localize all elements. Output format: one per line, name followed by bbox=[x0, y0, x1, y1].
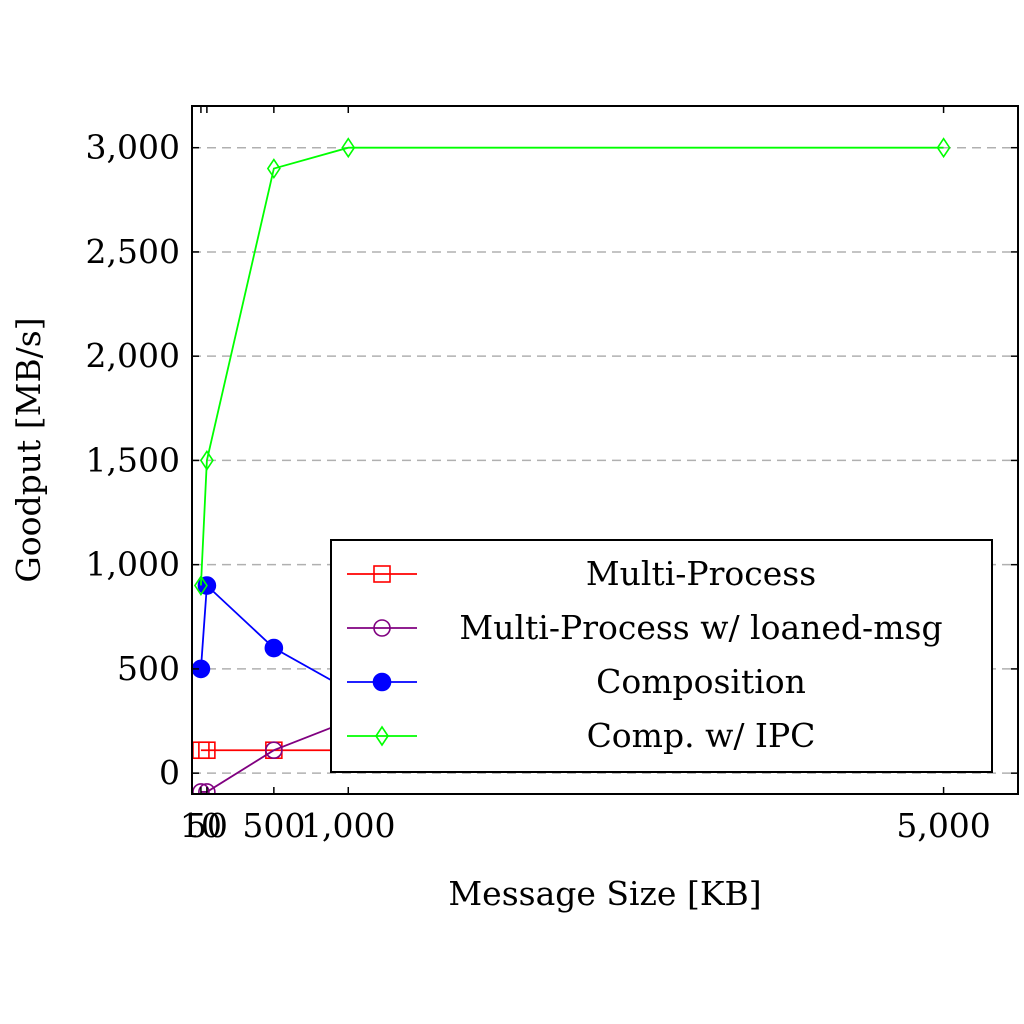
legend-marker bbox=[375, 725, 389, 747]
series-line bbox=[200, 146, 944, 586]
legend-label: Multi-Process bbox=[586, 554, 816, 593]
x-tick-label: 10 bbox=[180, 806, 222, 845]
data-point bbox=[936, 137, 951, 159]
legend-label: Multi-Process w/ loaned-msg bbox=[459, 608, 942, 647]
y-tick-label: 500 bbox=[117, 649, 180, 688]
x-axis-title: Message Size [KB] bbox=[448, 874, 761, 913]
data-point bbox=[341, 137, 356, 159]
y-tick-label: 1,000 bbox=[86, 545, 180, 584]
legend-box bbox=[330, 539, 993, 773]
y-tick-label: 0 bbox=[159, 753, 180, 792]
data-point bbox=[264, 638, 284, 658]
series-line bbox=[200, 720, 349, 793]
series-3 bbox=[193, 137, 951, 596]
legend-label: Composition bbox=[596, 662, 806, 701]
x-tick-label: 500 bbox=[242, 806, 305, 845]
y-axis-title: Goodput [MB/s] bbox=[9, 317, 48, 582]
x-tick-label: 50 bbox=[186, 806, 228, 845]
x-tick-label: 1,000 bbox=[301, 806, 395, 845]
y-tick-label: 2,500 bbox=[86, 232, 180, 271]
data-point bbox=[193, 575, 208, 596]
data-point bbox=[265, 741, 283, 760]
data-point bbox=[198, 783, 216, 794]
data-point bbox=[199, 449, 214, 471]
legend: Multi-Process Multi-Process w/ loaned-msg… bbox=[330, 539, 993, 773]
data-point bbox=[198, 741, 216, 760]
legend-entry: Multi-Process w/ loaned-msg bbox=[347, 608, 943, 647]
legend-entry: Multi-Process bbox=[347, 554, 816, 593]
legend-entry: Comp. w/ IPC bbox=[347, 716, 815, 755]
legend-marker bbox=[372, 672, 392, 692]
y-tick-label: 2,000 bbox=[86, 336, 180, 375]
legend-marker bbox=[373, 619, 391, 637]
legend-marker bbox=[373, 565, 391, 583]
data-point bbox=[266, 158, 281, 179]
y-tick-label: 3,000 bbox=[86, 128, 180, 167]
legend-label: Comp. w/ IPC bbox=[587, 716, 816, 755]
y-tick-label: 1,500 bbox=[86, 440, 180, 479]
series-line bbox=[200, 583, 349, 691]
legend-entry: Composition bbox=[347, 662, 806, 701]
plot-frame bbox=[191, 105, 1019, 795]
x-tick-label: 5,000 bbox=[896, 806, 990, 845]
